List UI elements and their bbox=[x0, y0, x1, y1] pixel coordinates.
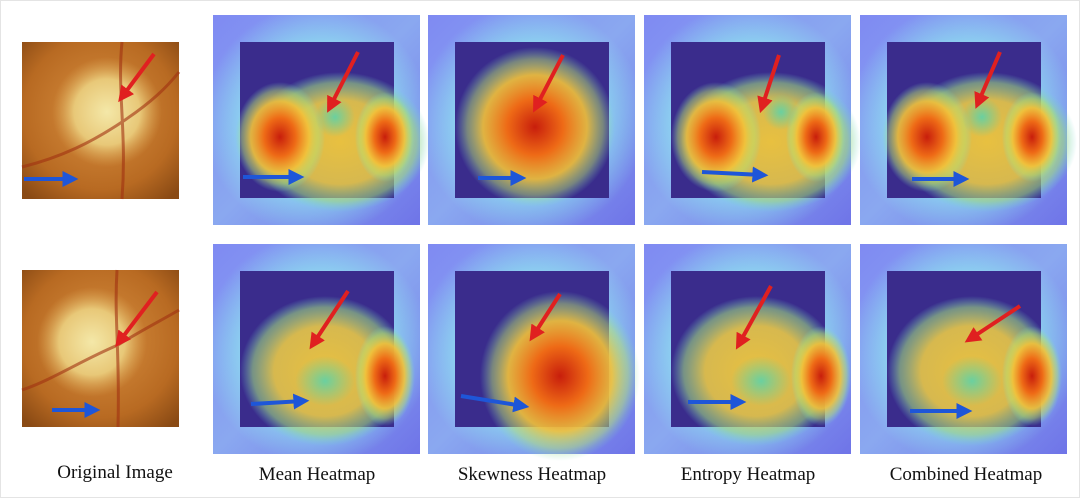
red-arrow bbox=[735, 285, 773, 350]
caption: Original Image bbox=[57, 462, 173, 483]
red-arrow bbox=[327, 51, 360, 113]
red-arrow bbox=[115, 290, 159, 348]
red-arrow bbox=[309, 289, 350, 350]
heatmap bbox=[213, 15, 430, 225]
caption: Entropy Heatmap bbox=[681, 464, 816, 485]
heat-blob bbox=[942, 356, 1002, 406]
heatmap bbox=[644, 15, 861, 225]
heat-blob bbox=[355, 92, 415, 182]
heat-blob bbox=[882, 82, 972, 192]
heatmap bbox=[644, 244, 851, 454]
red-arrow bbox=[529, 292, 562, 342]
heat-blob bbox=[1002, 92, 1062, 182]
heat-blob bbox=[1002, 326, 1062, 426]
heatmap-blobs bbox=[671, 72, 861, 212]
heat-blob bbox=[671, 82, 761, 192]
heatmap bbox=[428, 15, 635, 225]
caption: Mean Heatmap bbox=[259, 464, 376, 485]
red-arrow bbox=[533, 54, 565, 113]
heatmap-blobs bbox=[455, 47, 615, 207]
heatmap-blobs bbox=[671, 296, 851, 446]
caption: Skewness Heatmap bbox=[458, 464, 606, 485]
heatmap bbox=[860, 244, 1067, 454]
heat-blob bbox=[355, 326, 415, 426]
heat-blob bbox=[480, 291, 640, 461]
heat-blob bbox=[235, 82, 325, 192]
vessel bbox=[21, 41, 181, 200]
heat-blob bbox=[791, 326, 851, 426]
heatmap-blobs bbox=[240, 296, 415, 446]
optic-disc bbox=[37, 287, 147, 397]
red-arrow bbox=[964, 304, 1022, 343]
fundus-image bbox=[21, 41, 181, 200]
heat-blob bbox=[962, 97, 1002, 137]
heat-blob bbox=[295, 356, 355, 406]
blue-arrow bbox=[460, 394, 530, 413]
heat-blob bbox=[786, 92, 846, 182]
red-arrow bbox=[118, 52, 156, 103]
heatmap-blobs bbox=[887, 296, 1062, 446]
heat-blob bbox=[315, 97, 355, 137]
red-arrow bbox=[974, 51, 1002, 109]
heat-blob bbox=[763, 94, 799, 130]
heatmap bbox=[860, 15, 1077, 225]
red-arrow bbox=[757, 54, 781, 114]
heatmap-blobs bbox=[480, 291, 640, 461]
fundus-image bbox=[21, 269, 180, 428]
caption: Combined Heatmap bbox=[890, 464, 1043, 485]
optic-disc bbox=[52, 57, 162, 167]
heatmap bbox=[428, 244, 640, 461]
blue-arrow bbox=[701, 166, 769, 183]
blue-arrow bbox=[250, 393, 310, 410]
heat-blob bbox=[455, 47, 615, 207]
heat-blob bbox=[731, 356, 791, 406]
heatmap bbox=[213, 244, 420, 454]
